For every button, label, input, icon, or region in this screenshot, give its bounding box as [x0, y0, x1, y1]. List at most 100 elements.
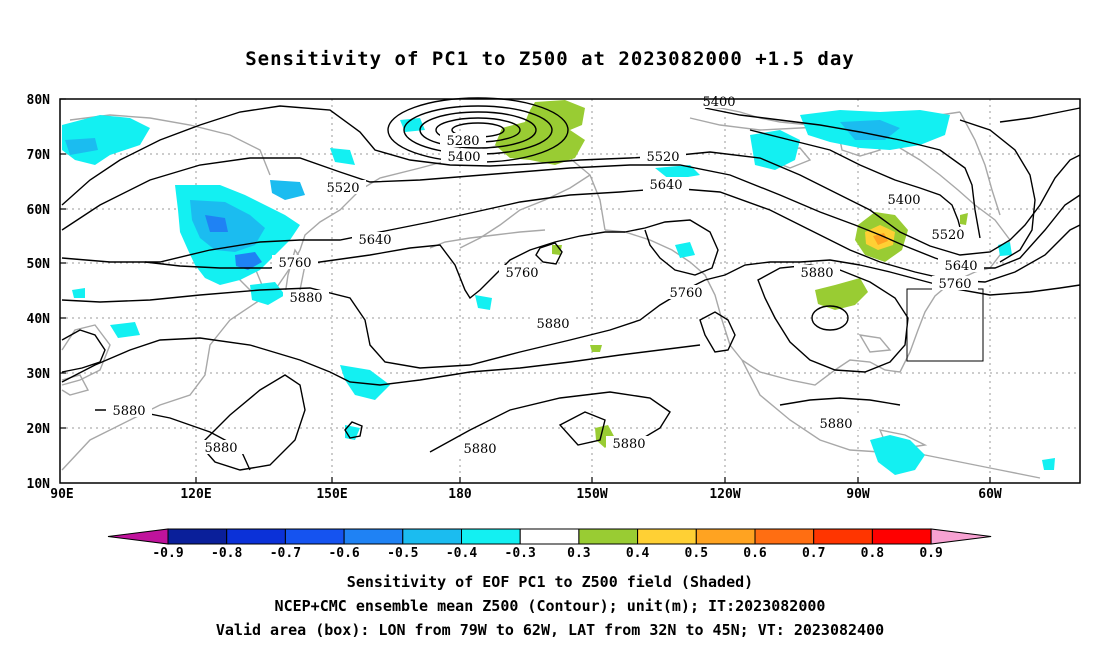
- contour-label: 5640: [643, 177, 689, 193]
- lon-tick-label: 90W: [846, 487, 870, 502]
- contour-label: 5880: [457, 441, 503, 457]
- lon-tick-label: 150E: [316, 487, 347, 502]
- contour-label: 5280: [440, 133, 486, 149]
- colorbar-swatch: [754, 528, 815, 545]
- contour-label: 5760: [932, 276, 978, 292]
- contour-label: 5880: [794, 265, 840, 281]
- colorbar-label: 0.3: [567, 546, 590, 561]
- svg-text:5640: 5640: [358, 233, 391, 248]
- lat-tick-label: 60N: [27, 203, 51, 218]
- plot-area: [60, 99, 1080, 483]
- svg-text:5880: 5880: [800, 266, 833, 281]
- colorbar-label: 0.7: [802, 546, 825, 561]
- svg-text:5880: 5880: [204, 441, 237, 456]
- contour-label: 5760: [272, 255, 318, 271]
- svg-text:5880: 5880: [112, 404, 145, 419]
- map-title: Sensitivity of PC1 to Z500 at 2023082000…: [245, 48, 855, 70]
- lon-tick-label: 90E: [50, 487, 73, 502]
- contour-label: 5400: [696, 94, 742, 110]
- svg-text:5520: 5520: [931, 228, 964, 243]
- colorbar-swatch: [226, 528, 286, 545]
- colorbar-label: -0.8: [211, 546, 242, 561]
- svg-text:5520: 5520: [646, 150, 679, 165]
- colorbar-label: -0.7: [270, 546, 301, 561]
- contour-label: 5520: [925, 227, 971, 243]
- plot-border: [59, 98, 1081, 484]
- svg-text:5640: 5640: [944, 259, 977, 274]
- svg-text:5760: 5760: [278, 256, 311, 271]
- contour-label: 5880: [283, 290, 329, 306]
- colorbar-swatch: [871, 528, 932, 545]
- contour-label: 5640: [352, 232, 398, 248]
- colorbar-swatch: [461, 528, 521, 545]
- colorbar-label: 0.9: [919, 546, 942, 561]
- lon-tick-label: 180: [448, 487, 472, 502]
- lat-tick-labels: 80N 70N 60N 50N 40N 30N 20N 10N: [27, 93, 51, 492]
- colorbar: [107, 528, 992, 545]
- colorbar-label: 0.5: [685, 546, 708, 561]
- lat-tick-label: 10N: [27, 477, 51, 492]
- colorbar-end-low: [107, 528, 169, 545]
- contour-label: 5880: [813, 416, 859, 432]
- caption-line-2: NCEP+CMC ensemble mean Z500 (Contour); u…: [274, 597, 826, 615]
- lat-tick-label: 30N: [27, 367, 51, 382]
- colorbar-label: -0.9: [152, 546, 183, 561]
- svg-text:5400: 5400: [887, 193, 920, 208]
- colorbar-swatch: [284, 528, 345, 545]
- contour-label: 5880: [198, 440, 244, 456]
- colorbar-swatch: [695, 528, 756, 545]
- svg-text:5400: 5400: [702, 95, 735, 110]
- colorbar-swatch: [813, 528, 873, 545]
- colorbar-label: -0.5: [387, 546, 418, 561]
- svg-text:5760: 5760: [505, 266, 538, 281]
- colorbar-labels: -0.9 -0.8 -0.7 -0.6 -0.5 -0.4 -0.3 0.3 0.4 0.5 0.6…: [152, 546, 942, 561]
- caption-line-3: Valid area (box): LON from 79W to 62W, L…: [215, 621, 885, 639]
- lat-tick-label: 80N: [27, 93, 51, 108]
- contour-label: 5640: [938, 258, 984, 274]
- colorbar-end-high: [930, 528, 992, 545]
- svg-text:5880: 5880: [819, 417, 852, 432]
- svg-text:5520: 5520: [326, 181, 359, 196]
- colorbar-swatch: [343, 528, 404, 545]
- axis-tick-marks: [60, 98, 991, 483]
- contour-label: 5520: [640, 149, 686, 165]
- lat-tick-label: 40N: [27, 312, 51, 327]
- colorbar-label: 0.4: [626, 546, 650, 561]
- colorbar-label: -0.3: [505, 546, 536, 561]
- svg-text:5880: 5880: [289, 291, 322, 306]
- colorbar-label: -0.6: [328, 546, 359, 561]
- svg-text:5640: 5640: [649, 178, 682, 193]
- contour-label: 5400: [881, 192, 927, 208]
- svg-text:5280: 5280: [446, 134, 479, 149]
- caption-line-1: Sensitivity of EOF PC1 to Z500 field (Sh…: [346, 573, 754, 591]
- colorbar-swatch: [637, 528, 697, 545]
- colorbar-swatch: [519, 528, 580, 545]
- lat-tick-label: 20N: [27, 422, 51, 437]
- colorbar-label: 0.6: [743, 546, 767, 561]
- lon-tick-label: 150W: [576, 487, 607, 502]
- colorbar-swatch: [578, 528, 639, 545]
- contour-label: 5760: [663, 285, 709, 301]
- colorbar-swatch: [402, 528, 462, 545]
- svg-text:5880: 5880: [612, 437, 645, 452]
- svg-text:5880: 5880: [463, 442, 496, 457]
- lat-tick-label: 70N: [27, 148, 51, 163]
- colorbar-swatch: [167, 528, 228, 545]
- lon-tick-labels: 90E 120E 150E 180 150W 120W 90W 60W: [50, 487, 1002, 502]
- svg-text:5760: 5760: [938, 277, 971, 292]
- contour-label: 5760: [499, 265, 545, 281]
- contour-label: 5400: [441, 149, 487, 165]
- lon-tick-label: 120W: [709, 487, 740, 502]
- colorbar-label: 0.8: [861, 546, 885, 561]
- sensitivity-shading: [62, 100, 1055, 475]
- contour-label: 5880: [530, 316, 576, 332]
- contour-label: 5880: [106, 403, 152, 419]
- svg-text:5760: 5760: [669, 286, 702, 301]
- contour-label: 5880: [606, 436, 652, 452]
- contour-label: 5520: [320, 180, 366, 196]
- lon-tick-label: 120E: [180, 487, 211, 502]
- colorbar-label: -0.4: [446, 546, 477, 561]
- svg-text:5400: 5400: [447, 150, 480, 165]
- lon-tick-label: 60W: [978, 487, 1002, 502]
